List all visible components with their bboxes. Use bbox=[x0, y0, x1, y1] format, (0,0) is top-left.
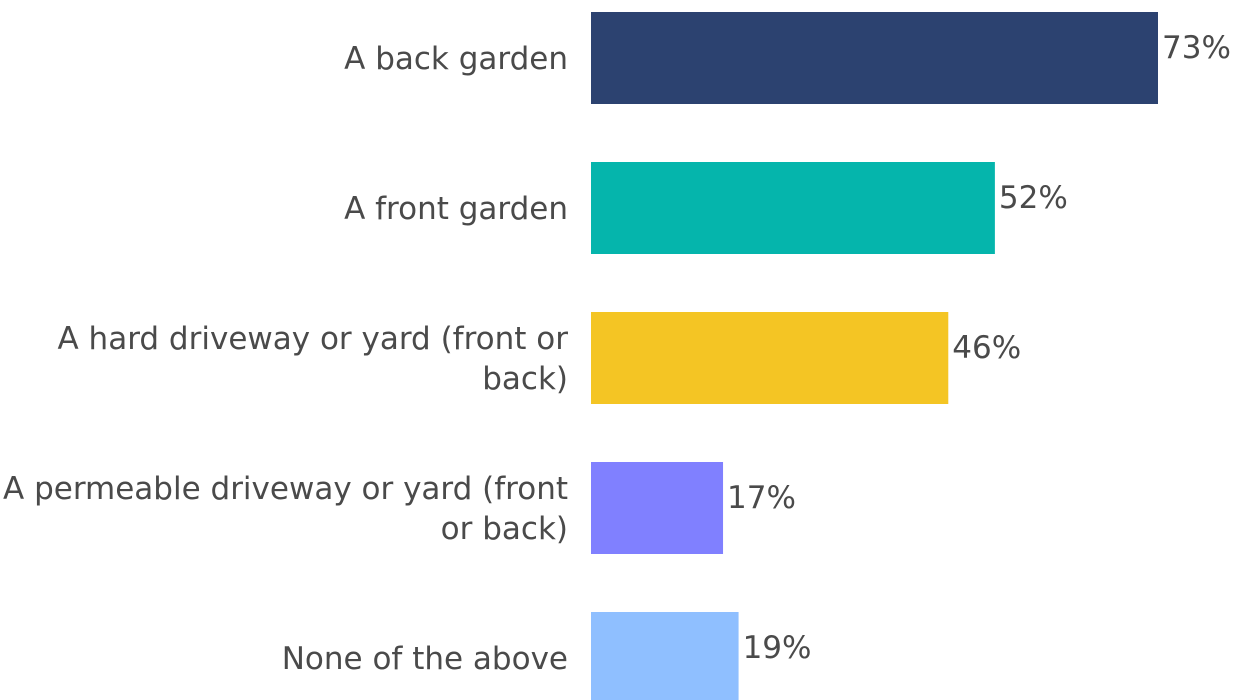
category-label-2: A front garden bbox=[344, 191, 568, 227]
data-label-5: 19% bbox=[743, 630, 812, 666]
category-label-1: A back garden bbox=[344, 41, 568, 77]
category-label-3: A hard driveway or yard (front or back) bbox=[58, 321, 569, 397]
category-label-4: A permeable driveway or yard (front or ba… bbox=[3, 471, 568, 547]
bar-5 bbox=[591, 612, 739, 700]
category-label-line: None of the above bbox=[282, 641, 568, 677]
category-labels-group: A back garden A front garden A hard drivew… bbox=[3, 41, 568, 677]
category-label-line: A back garden bbox=[344, 41, 568, 77]
category-label-line: back) bbox=[482, 361, 568, 397]
bar-1 bbox=[591, 12, 1158, 104]
data-label-3: 46% bbox=[952, 330, 1021, 366]
data-label-4: 17% bbox=[727, 480, 796, 516]
category-label-line: A front garden bbox=[344, 191, 568, 227]
category-label-line: A permeable driveway or yard (front bbox=[3, 471, 568, 507]
category-label-line: or back) bbox=[441, 511, 568, 547]
data-label-1: 73% bbox=[1162, 30, 1231, 66]
bar-4 bbox=[591, 462, 724, 554]
category-label-line: A hard driveway or yard (front or bbox=[58, 321, 569, 357]
bars-group bbox=[591, 12, 1158, 700]
category-label-5: None of the above bbox=[282, 641, 568, 677]
bar-2 bbox=[591, 162, 995, 254]
data-label-2: 52% bbox=[999, 180, 1068, 216]
bar-3 bbox=[591, 312, 949, 404]
value-labels-group: 73% 52% 46% 17% 19% bbox=[727, 30, 1231, 666]
